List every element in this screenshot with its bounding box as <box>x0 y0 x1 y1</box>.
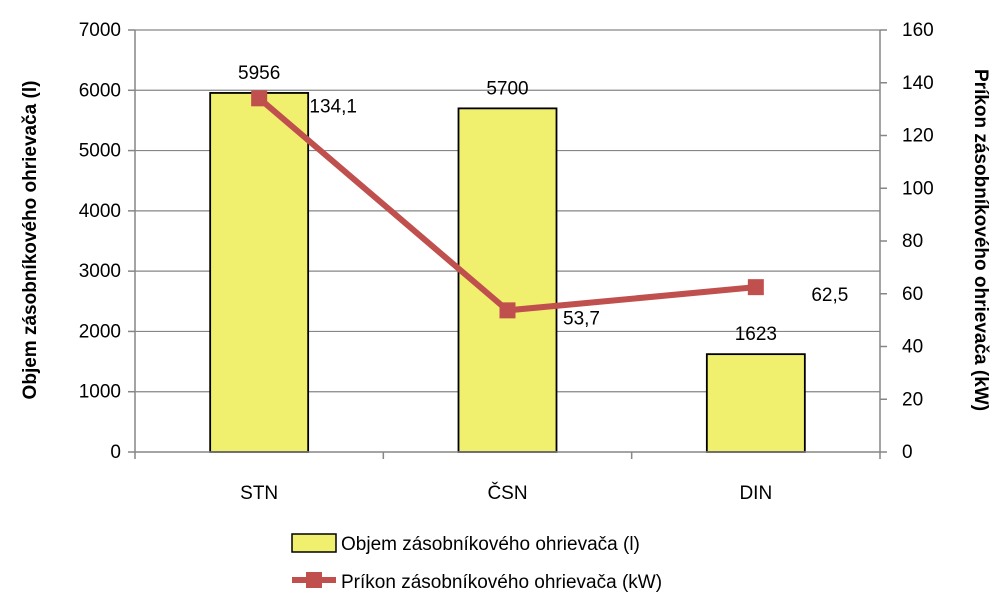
line-series <box>251 90 764 319</box>
right-tick-label: 20 <box>902 389 923 410</box>
line-data-label: 134,1 <box>309 96 357 117</box>
left-tick-label: 7000 <box>79 20 121 41</box>
category-label: DIN <box>739 483 772 504</box>
right-axis-ticks: 0 20 40 60 80 100 120 140 160 <box>902 20 934 463</box>
right-tick-label: 60 <box>902 284 923 305</box>
right-tick-label: 40 <box>902 337 923 358</box>
category-label: ČSN <box>487 482 527 504</box>
right-tick-label: 160 <box>902 20 934 41</box>
legend-item-line: Príkon zásobníkového ohrievača (kW) <box>292 572 662 593</box>
line-data-label: 53,7 <box>563 308 600 329</box>
axes <box>128 29 887 459</box>
left-tick-label: 2000 <box>79 321 121 342</box>
bar <box>705 353 806 453</box>
right-tick-label: 0 <box>902 442 913 463</box>
bar-data-label: 1623 <box>735 324 777 345</box>
category-labels: STN ČSN DIN <box>240 482 772 504</box>
right-tick-label: 120 <box>902 126 934 147</box>
right-axis-title: Príkon zásobníkového ohrievača (kW) <box>970 69 991 411</box>
legend-bar-swatch <box>291 533 337 553</box>
line-marker <box>499 302 516 319</box>
data-labels: 5956 5700 1623 134,1 53,7 62,5 <box>238 63 848 345</box>
left-tick-label: 4000 <box>79 201 121 222</box>
legend-item-bar: Objem zásobníkového ohrievača (l) <box>291 533 640 555</box>
legend-line-label: Príkon zásobníkového ohrievača (kW) <box>341 572 662 593</box>
left-tick-label: 0 <box>110 442 121 463</box>
left-tick-label: 1000 <box>79 382 121 403</box>
legend-bar-label: Objem zásobníkového ohrievača (l) <box>341 534 640 555</box>
line-marker <box>747 279 764 296</box>
left-tick-label: 6000 <box>79 80 121 101</box>
category-label: STN <box>240 483 278 504</box>
bar-data-label: 5700 <box>486 78 528 99</box>
left-axis-ticks: 0 1000 2000 3000 4000 5000 6000 7000 <box>79 20 121 463</box>
right-tick-label: 140 <box>902 73 934 94</box>
left-tick-label: 3000 <box>79 261 121 282</box>
left-axis-title: Objem zásobníkového ohrievača (l) <box>20 81 41 400</box>
line-marker <box>251 90 268 107</box>
legend: Objem zásobníkového ohrievača (l) Príkon… <box>291 533 662 593</box>
left-tick-label: 5000 <box>79 141 121 162</box>
right-tick-label: 80 <box>902 231 923 252</box>
bar-series <box>209 92 806 453</box>
line-data-label: 62,5 <box>811 285 848 306</box>
legend-line-marker <box>306 572 322 588</box>
bar <box>209 92 310 453</box>
right-tick-label: 100 <box>902 178 934 199</box>
bar-data-label: 5956 <box>238 63 280 84</box>
